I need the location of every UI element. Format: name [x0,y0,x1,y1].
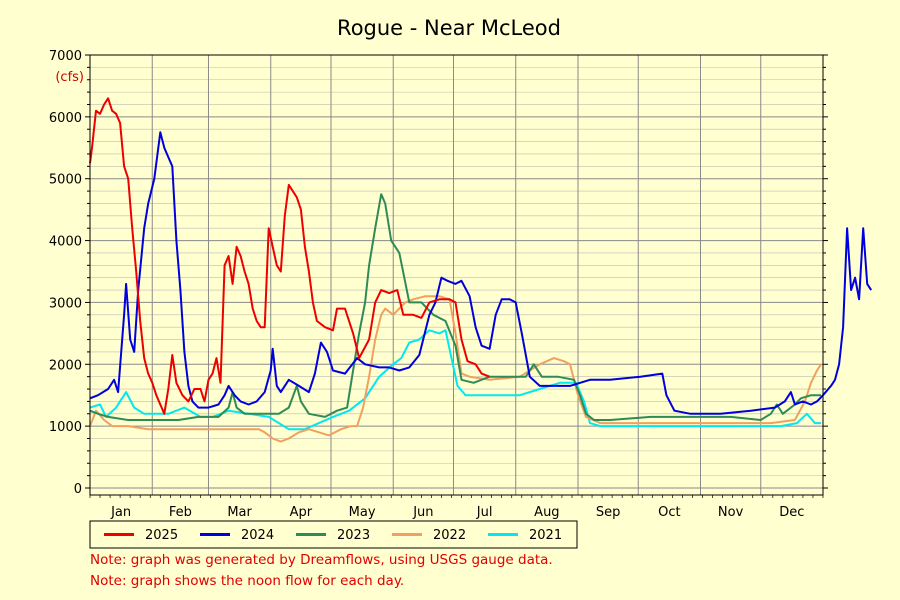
y-tick-label: 1000 [49,420,82,435]
y-tick-label: 4000 [49,235,82,250]
legend-label-2023: 2023 [337,528,370,543]
legend-label-2025: 2025 [145,528,178,543]
y-tick-label: 3000 [49,296,82,311]
x-tick-label: Feb [169,505,192,520]
x-tick-label: Apr [290,505,313,520]
series-line-2025 [89,97,490,415]
legend: 2025 2024 2023 2022 2021 [89,520,578,549]
series-line-2021 [89,329,821,431]
x-tick-label: Jan [110,505,131,520]
x-tick-label: Sep [596,505,621,520]
series-lines [89,97,873,443]
chart-title: Rogue - Near McLeod [337,16,561,40]
x-tick-label: Jun [412,505,433,520]
y-tick-label: 0 [74,482,82,497]
axes: 0 1000 2000 3000 4000 5000 6000 7000 Jan Feb Mar Ap… [49,49,828,520]
y-tick-label: 2000 [49,358,82,373]
series-line-2024 [89,131,873,415]
series-line-2023 [89,193,821,421]
y-axis-unit-label: (cfs) [55,70,84,85]
note-noon-flow: Note: graph shows the noon flow for each… [90,573,405,589]
y-tick-label: 6000 [49,111,82,126]
x-tick-label: Oct [658,505,680,520]
legend-label-2022: 2022 [433,528,466,543]
x-tick-label: Aug [534,505,559,520]
plot-frame [89,54,824,496]
x-tick-label: Nov [718,505,744,520]
note-source: Note: graph was generated by Dreamflows,… [90,552,553,568]
x-tick-label: Mar [227,505,252,520]
y-tick-label: 5000 [49,173,82,188]
x-tick-label: May [349,505,376,520]
x-tick-label: Jul [476,505,493,520]
x-tick-label: Dec [779,505,804,520]
legend-label-2024: 2024 [241,528,274,543]
y-tick-label: 7000 [49,49,82,64]
series-line-2022 [89,295,822,443]
legend-label-2021: 2021 [529,528,562,543]
